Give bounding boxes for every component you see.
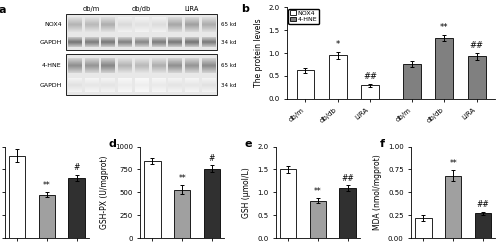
Bar xyxy=(436,38,454,99)
Text: 4-HNE: 4-HNE xyxy=(42,63,62,68)
Text: 65 kd: 65 kd xyxy=(221,63,236,68)
Text: d: d xyxy=(108,139,116,149)
Bar xyxy=(66,54,216,95)
Bar xyxy=(445,176,462,238)
Text: *: * xyxy=(336,40,340,49)
Y-axis label: GSH (μmol/L): GSH (μmol/L) xyxy=(242,167,252,218)
Text: e: e xyxy=(244,139,252,149)
Text: **: ** xyxy=(440,23,448,32)
Bar xyxy=(144,161,160,238)
Bar xyxy=(280,169,296,238)
Bar xyxy=(468,56,485,99)
Text: b: b xyxy=(242,4,250,14)
Text: ##: ## xyxy=(476,200,490,209)
Bar xyxy=(68,178,85,238)
Text: 34 kd: 34 kd xyxy=(221,40,236,45)
Bar xyxy=(310,200,326,238)
Bar xyxy=(66,14,216,50)
Bar xyxy=(9,156,25,238)
Text: **: ** xyxy=(450,159,457,168)
Text: ##: ## xyxy=(470,41,484,50)
Text: **: ** xyxy=(314,187,322,196)
Bar xyxy=(475,213,491,238)
Text: #: # xyxy=(74,163,80,172)
Text: #: # xyxy=(209,154,216,163)
Bar xyxy=(403,64,421,99)
Y-axis label: GSH-PX (U/mgprot): GSH-PX (U/mgprot) xyxy=(100,156,110,229)
Text: LIRA: LIRA xyxy=(184,6,199,12)
Text: db/m: db/m xyxy=(82,6,100,12)
Text: NOX4: NOX4 xyxy=(44,22,62,27)
Bar xyxy=(340,188,355,238)
Text: **: ** xyxy=(178,174,186,183)
Text: 34 kd: 34 kd xyxy=(221,83,236,88)
Bar xyxy=(296,70,314,99)
Text: 65 kd: 65 kd xyxy=(221,22,236,27)
Bar xyxy=(204,168,220,238)
Text: GAPDH: GAPDH xyxy=(40,83,62,88)
Text: db/db: db/db xyxy=(132,6,151,12)
Y-axis label: MDA (nmol/mgprot): MDA (nmol/mgprot) xyxy=(374,155,382,230)
Text: **: ** xyxy=(43,181,51,190)
Bar xyxy=(174,190,190,238)
Text: GAPDH: GAPDH xyxy=(40,40,62,45)
Y-axis label: The protein levels: The protein levels xyxy=(254,19,262,87)
Bar xyxy=(415,218,432,238)
Bar xyxy=(38,195,55,238)
Text: ##: ## xyxy=(341,174,354,183)
Text: a: a xyxy=(0,5,6,16)
Bar xyxy=(361,85,379,99)
Text: f: f xyxy=(380,139,384,149)
Legend: NOX4, 4-HNE: NOX4, 4-HNE xyxy=(288,9,320,24)
Text: ##: ## xyxy=(363,72,377,81)
Bar xyxy=(329,55,346,99)
